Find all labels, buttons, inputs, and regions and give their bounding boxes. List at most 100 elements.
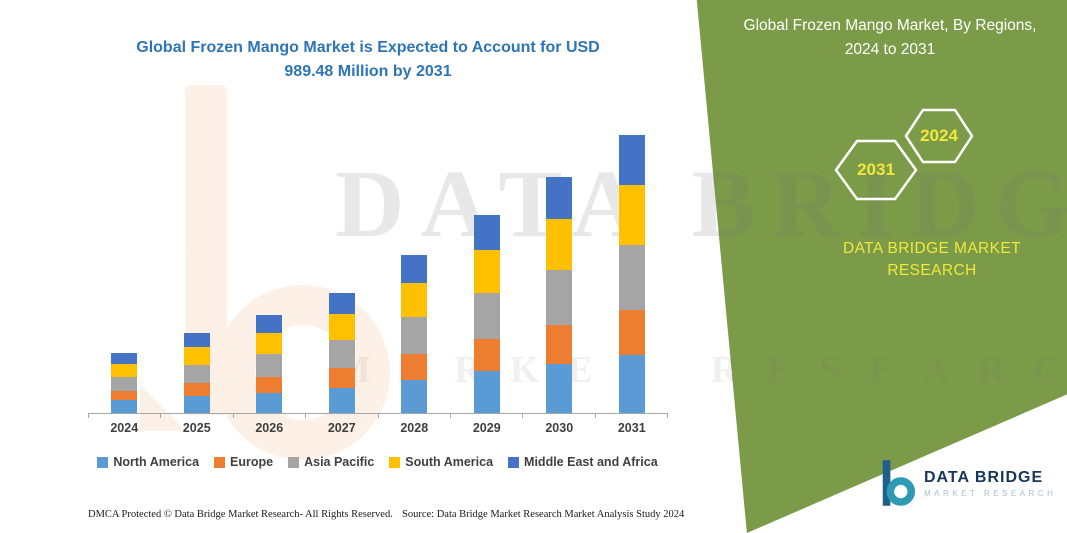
- legend-label: Asia Pacific: [304, 455, 375, 469]
- tick-mark: [88, 414, 160, 418]
- stacked-bar-2028: [401, 255, 428, 413]
- bar-segment: [546, 270, 573, 326]
- legend-swatch-icon: [288, 456, 300, 468]
- tick-mark: [232, 414, 305, 418]
- bar-segment: [546, 219, 573, 271]
- legend-label: Europe: [230, 455, 274, 469]
- bar-segment: [618, 245, 645, 311]
- x-axis-label: 2025: [182, 421, 211, 435]
- x-axis-label: 2031: [617, 421, 646, 435]
- side-panel-title: Global Frozen Mango Market, By Regions, …: [743, 17, 1037, 59]
- year-badge-2024: 2024: [903, 107, 975, 165]
- logo-subtext: MARKET RESEARCH: [924, 488, 1057, 498]
- bar-segment: [183, 347, 210, 365]
- legend-swatch-icon: [214, 456, 226, 468]
- legend-swatch-icon: [508, 456, 520, 468]
- bar-segment: [256, 354, 283, 377]
- legend-item: South America: [389, 455, 493, 469]
- bar-segment: [618, 185, 645, 246]
- stacked-bar-2030: [546, 176, 573, 413]
- bar-segment: [473, 250, 500, 294]
- bar-segment: [256, 392, 283, 413]
- bar-segment: [618, 355, 645, 413]
- bar-segment: [183, 332, 210, 348]
- tick-mark: [305, 414, 377, 418]
- stacked-bar-2024: [111, 353, 138, 413]
- bar-segment: [111, 390, 138, 401]
- bar-segment: [546, 325, 573, 364]
- tick-mark: [522, 414, 594, 418]
- year-badge-2031: 2031: [833, 138, 919, 202]
- plot-area: [88, 133, 668, 414]
- chart-title: Global Frozen Mango Market is Expected t…: [62, 36, 674, 84]
- tick-mark: [594, 414, 668, 418]
- bar-segment: [618, 135, 645, 186]
- chart-legend: North America Europe Asia Pacific South Ame…: [70, 455, 685, 469]
- bar-segment: [473, 214, 500, 251]
- data-bridge-logo: DATA BRIDGE MARKET RESEARCH: [878, 458, 1058, 508]
- stacked-bar-2031: [618, 135, 645, 413]
- chart-title-line1: Global Frozen Mango Market is Expected t…: [136, 39, 600, 56]
- hexagon-icon: [834, 139, 918, 201]
- legend-label: North America: [113, 455, 200, 469]
- legend-swatch-icon: [97, 456, 109, 468]
- stacked-bar-2025: [183, 332, 210, 413]
- bar-segment: [401, 354, 428, 380]
- brand-name-line2: RESEARCH: [887, 262, 977, 280]
- x-axis-label: 2030: [545, 421, 574, 435]
- bar-segment: [401, 379, 428, 413]
- bar-segment: [473, 339, 500, 372]
- bar-segment: [328, 292, 355, 315]
- legend-swatch-icon: [389, 456, 401, 468]
- bar-segment: [111, 376, 138, 391]
- bar-segment: [183, 396, 210, 413]
- bar-segment: [401, 317, 428, 355]
- stacked-bar-2027: [328, 292, 355, 413]
- bar-segment: [328, 368, 355, 388]
- legend-label: South America: [405, 455, 494, 469]
- x-axis-labels: 2024 2025 2026 2027 2028 2029 2030 2031: [88, 421, 668, 435]
- bar-segment: [401, 283, 428, 318]
- badge-year-label: 2031: [857, 160, 895, 179]
- bar-segment: [183, 383, 210, 397]
- badge-year-label: 2024: [920, 126, 958, 145]
- x-axis-ticks: [88, 414, 668, 418]
- logo-text: DATA BRIDGE: [924, 468, 1044, 486]
- tick-mark: [377, 414, 450, 418]
- brand-name-line1: DATA BRIDGE MARKET: [842, 240, 1021, 257]
- bar-segment: [401, 255, 428, 284]
- bar-segment: [546, 363, 573, 413]
- source-note: Source: Data Bridge Market Research Mark…: [402, 509, 685, 520]
- bar-segment: [328, 340, 355, 369]
- logo-words: DATA BRIDGE MARKET RESEARCH: [924, 469, 1056, 498]
- tick-mark: [160, 414, 232, 418]
- hexagon-icon: [904, 108, 974, 164]
- bar-segment: [473, 371, 500, 413]
- legend-item: Europe: [214, 455, 273, 469]
- x-axis-label: 2028: [400, 421, 429, 435]
- bar-segment: [111, 353, 138, 364]
- stacked-bars: [88, 133, 668, 413]
- logo-b-icon: [882, 460, 916, 506]
- bar-segment: [256, 376, 283, 393]
- dmca-note: DMCA Protected © Data Bridge Market Rese…: [88, 509, 393, 520]
- brand-name-text: DATA BRIDGE MARKET RESEARCH: [818, 238, 1046, 283]
- stacked-bar-2029: [473, 214, 500, 413]
- bar-segment: [256, 332, 283, 355]
- stacked-bar-2026: [256, 314, 283, 413]
- x-axis-label: 2027: [327, 421, 356, 435]
- x-axis-label: 2024: [110, 421, 139, 435]
- bar-segment: [111, 363, 138, 377]
- legend-item: Middle East and Africa: [508, 455, 658, 469]
- legend-item: Asia Pacific: [288, 455, 374, 469]
- bar-segment: [328, 387, 355, 413]
- x-axis-label: 2029: [472, 421, 501, 435]
- legend-label: Middle East and Africa: [524, 455, 658, 469]
- tick-mark: [449, 414, 522, 418]
- bar-segment: [546, 176, 573, 220]
- bar-segment: [618, 310, 645, 356]
- bar-segment: [328, 314, 355, 341]
- legend-item: North America: [97, 455, 199, 469]
- x-axis-label: 2026: [255, 421, 284, 435]
